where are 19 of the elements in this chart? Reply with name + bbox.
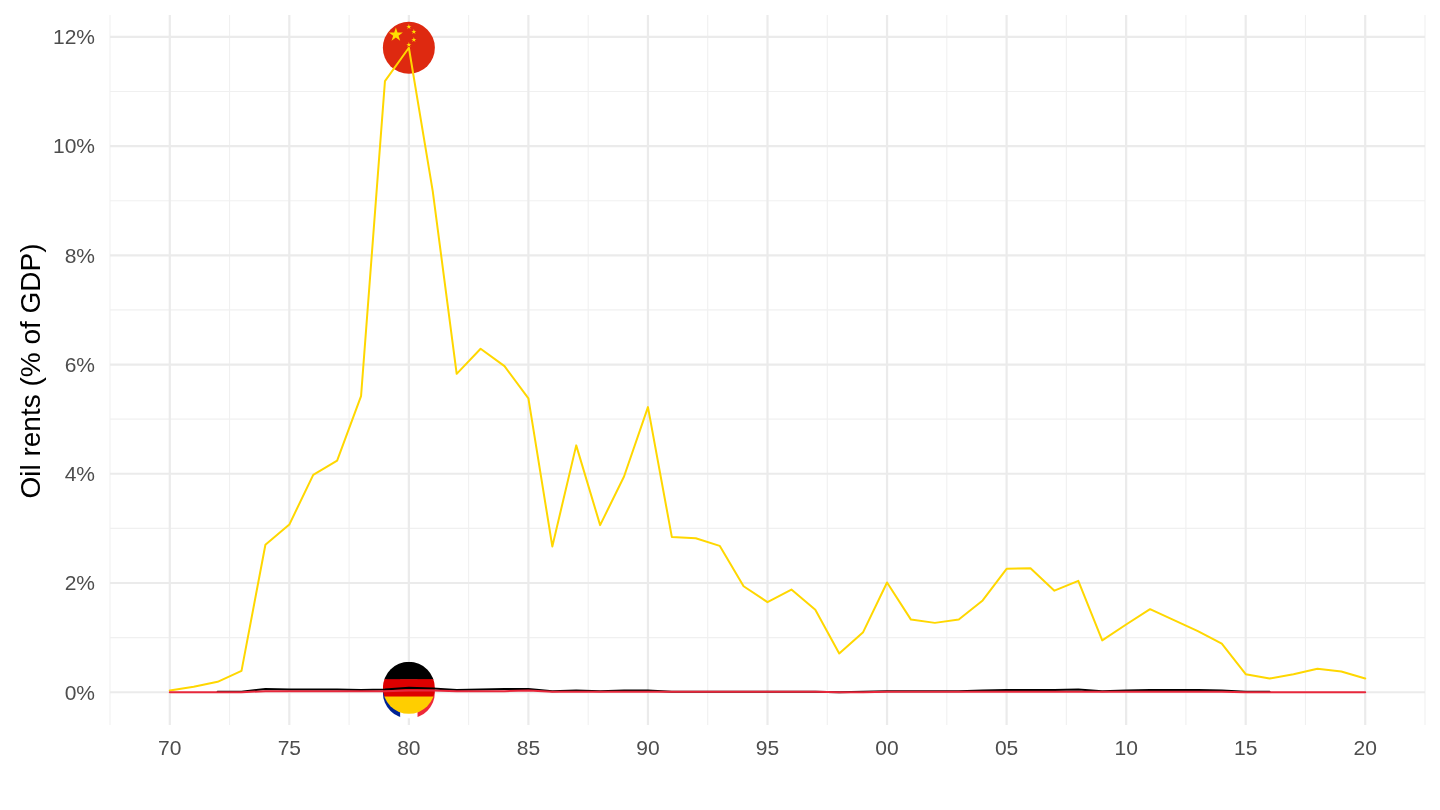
- x-tick-label: 70: [158, 736, 182, 760]
- y-tick-label: 0%: [64, 680, 95, 704]
- x-tick-label: 80: [397, 736, 421, 760]
- x-tick-label: 85: [516, 736, 541, 760]
- x-tick-label: 95: [755, 736, 780, 760]
- y-tick-label: 8%: [64, 243, 95, 267]
- x-tick-label: 15: [1234, 736, 1258, 760]
- y-axis-title: Oil rents (% of GDP): [15, 243, 46, 499]
- y-tick-label: 4%: [64, 462, 95, 486]
- x-tick-label: 20: [1353, 736, 1377, 760]
- x-tick-label: 75: [277, 736, 301, 760]
- x-tick-label: 90: [636, 736, 660, 760]
- x-tick-label: 10: [1114, 736, 1138, 760]
- x-tick-label: 00: [875, 736, 899, 760]
- y-tick-label: 6%: [64, 352, 95, 376]
- y-tick-label: 12%: [52, 25, 95, 49]
- x-tick-label: 05: [994, 736, 1019, 760]
- y-tick-label: 10%: [52, 134, 95, 158]
- y-tick-label: 2%: [64, 571, 95, 595]
